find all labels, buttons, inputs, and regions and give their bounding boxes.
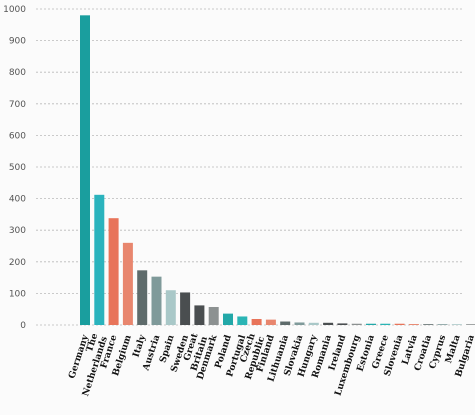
y-tick-label: 0 (20, 321, 26, 331)
bar-finland (265, 319, 276, 325)
y-tick-label: 1000 (3, 5, 26, 15)
y-tick-label: 600 (9, 131, 26, 141)
y-tick-label: 300 (9, 226, 26, 236)
bar-malta (451, 324, 462, 325)
bar-italy (137, 270, 148, 325)
bar-slovakia (294, 322, 305, 325)
bar-germany (80, 15, 90, 325)
bar-latvia (408, 324, 419, 325)
bar-ireland (337, 323, 348, 325)
bar-luxembourg (351, 323, 362, 325)
y-tick-label: 900 (9, 37, 26, 47)
bar-poland (223, 313, 233, 325)
bar-bulgaria (466, 324, 475, 325)
y-tick-label: 400 (9, 195, 26, 205)
bar-hungary (308, 322, 319, 325)
bar-romania (323, 322, 334, 325)
y-tick-label: 700 (9, 100, 26, 110)
y-tick-label: 100 (9, 289, 26, 299)
bar-portugal (237, 316, 248, 325)
y-tick-label: 500 (9, 163, 26, 173)
bar-belgium (122, 242, 133, 325)
bar-greece (380, 323, 391, 325)
y-tick-label: 800 (9, 68, 26, 78)
bar-cyprus (437, 324, 448, 325)
bar-denmark (208, 306, 219, 325)
bar-czech-republic (251, 318, 262, 325)
bar-estonia (366, 323, 376, 325)
bar-sweden (180, 292, 191, 325)
bar-the-netherlands (94, 194, 105, 325)
bar-slovenia (394, 323, 405, 325)
bar-france (108, 218, 119, 325)
y-tick-label: 200 (9, 258, 26, 268)
bar-lithuania (280, 321, 291, 325)
bar-croatia (423, 324, 434, 325)
bar-great-britain (194, 305, 205, 325)
bar-austria (151, 276, 162, 325)
bar-spain (165, 290, 176, 325)
